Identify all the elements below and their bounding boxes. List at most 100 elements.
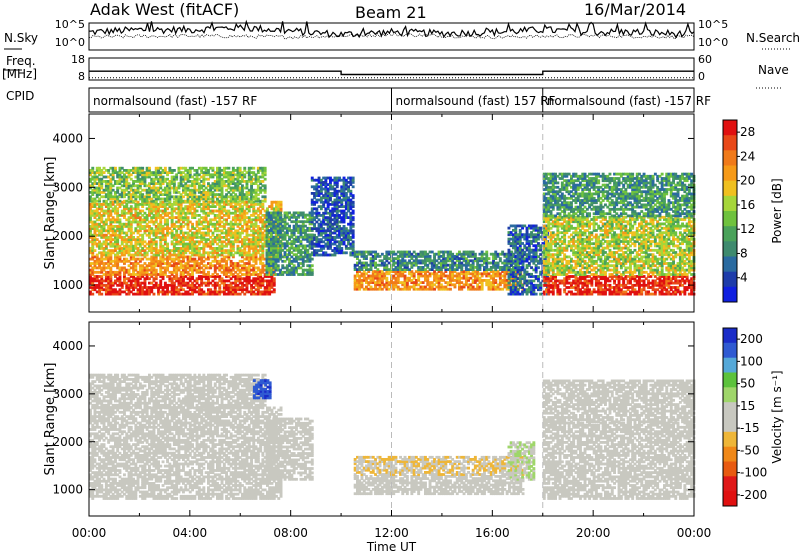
power-cell <box>245 251 249 255</box>
power-cell <box>256 214 260 217</box>
power-cell <box>272 226 276 230</box>
power-cell <box>186 197 190 201</box>
power-cell <box>290 259 294 263</box>
power-cell <box>116 238 120 241</box>
power-cell <box>197 195 201 199</box>
power-cell <box>274 268 278 272</box>
power-cell <box>123 188 126 192</box>
power-cell <box>148 182 151 185</box>
power-cell <box>191 205 194 208</box>
power-cell <box>184 266 188 270</box>
power-cell <box>175 216 179 219</box>
power-cell <box>197 283 201 287</box>
power-cell <box>193 253 197 257</box>
power-cell <box>91 253 95 257</box>
power-cell <box>319 214 323 217</box>
power-cell <box>200 195 204 199</box>
power-cell <box>222 270 226 274</box>
power-cell <box>274 229 278 232</box>
power-cell <box>261 262 265 265</box>
power-cell <box>123 257 126 261</box>
power-cell <box>252 249 256 252</box>
power-cell <box>322 181 326 184</box>
power-cell <box>200 207 204 211</box>
power-cell <box>132 188 135 192</box>
power-cell <box>114 262 117 265</box>
power-cell <box>141 205 145 208</box>
power-cell <box>263 229 267 233</box>
power-cell <box>123 249 126 252</box>
power-cell <box>308 237 312 241</box>
power-cell <box>154 229 158 233</box>
power-cell <box>114 270 117 274</box>
power-cell <box>179 249 183 252</box>
power-cell <box>281 259 285 263</box>
power-cell <box>243 229 247 233</box>
power-cell <box>89 247 92 250</box>
power-cell <box>186 255 190 259</box>
power-cell <box>292 213 296 217</box>
power-cell <box>143 240 147 244</box>
power-cell <box>163 222 167 226</box>
power-cell <box>200 203 204 206</box>
power-cell <box>138 222 142 226</box>
power-cell <box>276 222 280 226</box>
power-cell <box>335 183 339 186</box>
power-cell <box>98 171 101 174</box>
power-cell <box>245 290 249 294</box>
power-cell <box>200 227 204 230</box>
power-cell <box>218 166 222 170</box>
power-cell <box>292 224 296 228</box>
power-cell <box>338 233 341 237</box>
power-cell <box>231 266 235 270</box>
power-cell <box>241 227 244 230</box>
power-cell <box>220 197 224 201</box>
power-cell <box>351 209 355 213</box>
power-cell <box>114 257 117 261</box>
power-cell <box>281 229 285 232</box>
power-cell <box>175 191 179 194</box>
power-cell <box>143 251 147 255</box>
power-cell <box>182 240 185 244</box>
power-cell <box>98 169 101 172</box>
power-cell <box>333 251 337 255</box>
power-cell <box>168 171 172 174</box>
power-cell <box>107 231 111 235</box>
power-cell <box>285 213 289 217</box>
power-cell <box>272 229 276 233</box>
power-cell <box>132 169 135 172</box>
power-cell <box>186 233 190 237</box>
power-cell <box>116 264 120 268</box>
power-cell <box>301 259 305 263</box>
power-cell <box>231 288 235 292</box>
power-cell <box>177 227 181 230</box>
power-cell <box>191 222 194 226</box>
power-cell <box>127 253 131 257</box>
power-cell <box>159 286 163 289</box>
power-cell <box>254 180 258 183</box>
power-cell <box>107 238 111 241</box>
power-cell <box>324 181 328 184</box>
power-cell <box>148 203 151 206</box>
power-cell <box>170 171 174 174</box>
power-cell <box>222 169 226 172</box>
power-cell <box>170 180 174 183</box>
power-cell <box>102 283 106 287</box>
power-cell <box>184 292 188 296</box>
power-cell <box>193 231 197 235</box>
power-cell <box>216 175 219 179</box>
power-cell <box>95 169 99 172</box>
power-cell <box>218 292 222 296</box>
power-cell <box>245 268 249 272</box>
power-cell <box>263 273 267 276</box>
power-cell <box>344 236 348 239</box>
power-cell <box>310 211 314 215</box>
power-cell <box>172 175 176 179</box>
power-cell <box>250 288 253 292</box>
power-cell <box>116 211 120 215</box>
power-cell <box>200 193 204 196</box>
power-cell <box>195 180 199 183</box>
power-cell <box>238 286 242 289</box>
power-cell <box>317 242 321 246</box>
power-cell <box>256 180 260 183</box>
